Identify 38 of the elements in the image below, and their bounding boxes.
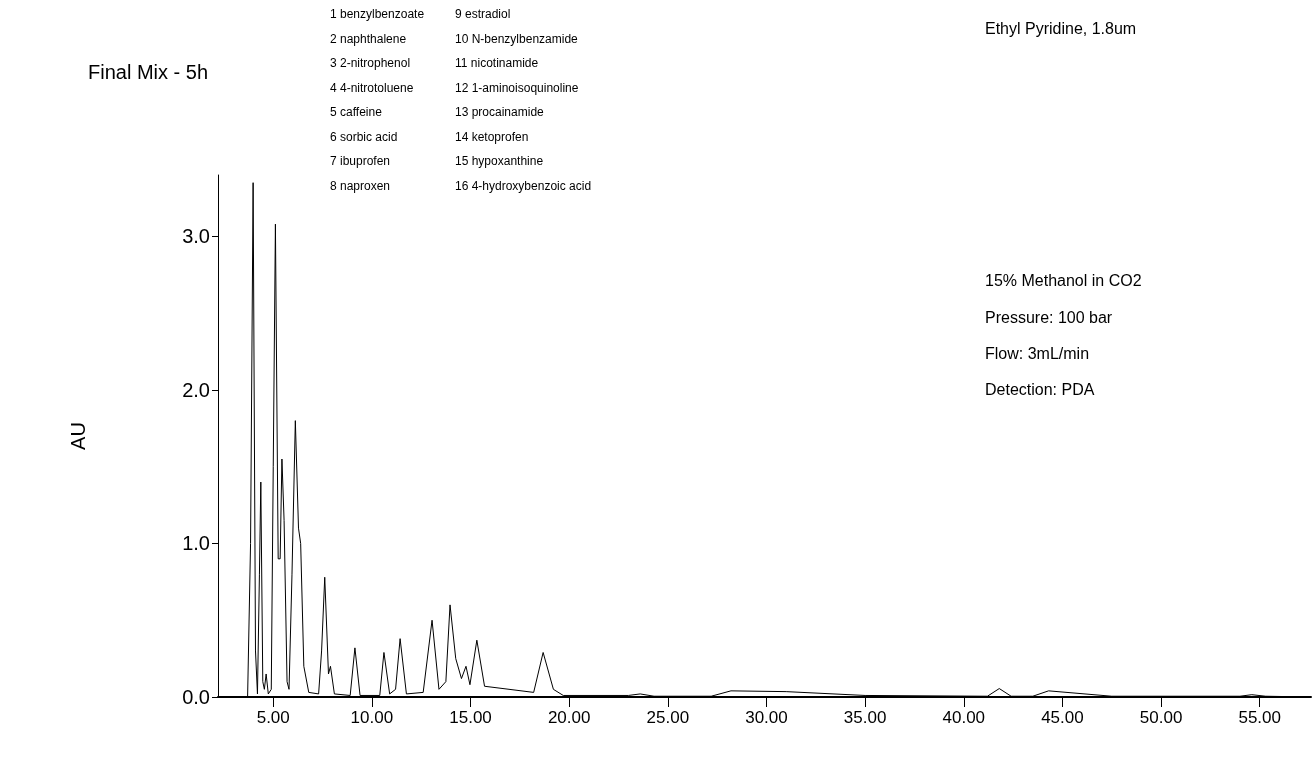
text: 14 ketoprofen — [455, 129, 529, 144]
x-tick-label: 5.00 — [256, 708, 290, 727]
x-tick-label: 40.00 — [942, 708, 986, 727]
x-tick-label: 20.00 — [547, 708, 591, 727]
y-tick-label: 0.0 — [182, 686, 210, 708]
annotation: 15% Methanol in CO2 — [985, 271, 1142, 289]
x-tick-label: 15.00 — [449, 708, 492, 727]
y-axis-title: AU — [67, 422, 89, 450]
text: 7 ibuprofen — [330, 154, 391, 168]
chart-title: Final Mix - 5h — [88, 61, 209, 83]
text: 1 benzylbenzoate — [330, 7, 425, 21]
y-tick-label: 1.0 — [182, 532, 210, 555]
text: 6 sorbic acid — [330, 129, 398, 144]
annotation: 8 naproxen — [330, 178, 391, 193]
annotation: Detection: PDA — [985, 380, 1095, 398]
text: 10 N-benzylbenzamide — [455, 31, 579, 46]
text: 15 hypoxanthine — [455, 154, 544, 168]
text: 12 1-aminoisoquinoline — [455, 80, 579, 95]
text: 9 estradiol — [455, 7, 511, 21]
x-tick-label: 45.00 — [1041, 708, 1084, 727]
text: 4 4-nitrotoluene — [330, 80, 414, 95]
annotation: 16 4-hydroxybenzoic acid — [455, 178, 592, 193]
annotation: Flow: 3mL/min — [985, 344, 1090, 362]
x-tick-label: 25.00 — [646, 708, 690, 727]
text: 2 naphthalene — [330, 31, 407, 46]
text: 11 nicotinamide — [455, 56, 539, 70]
text: 3 2-nitrophenol — [330, 56, 411, 70]
text: 13 procainamide — [455, 105, 545, 119]
text: 5 caffeine — [330, 105, 383, 119]
x-tick-label: 35.00 — [843, 708, 887, 727]
annotation: Pressure: 100 bar — [985, 308, 1113, 326]
x-tick-label: 55.00 — [1238, 708, 1281, 727]
x-tick-label: 50.00 — [1139, 708, 1183, 727]
x-tick-label: 10.00 — [350, 708, 394, 727]
text: Ethyl Pyridine, 1.8um — [985, 19, 1137, 37]
y-tick-label: 3.0 — [182, 225, 210, 248]
y-tick-label: 2.0 — [182, 378, 210, 401]
x-tick-label: 30.00 — [745, 708, 788, 727]
